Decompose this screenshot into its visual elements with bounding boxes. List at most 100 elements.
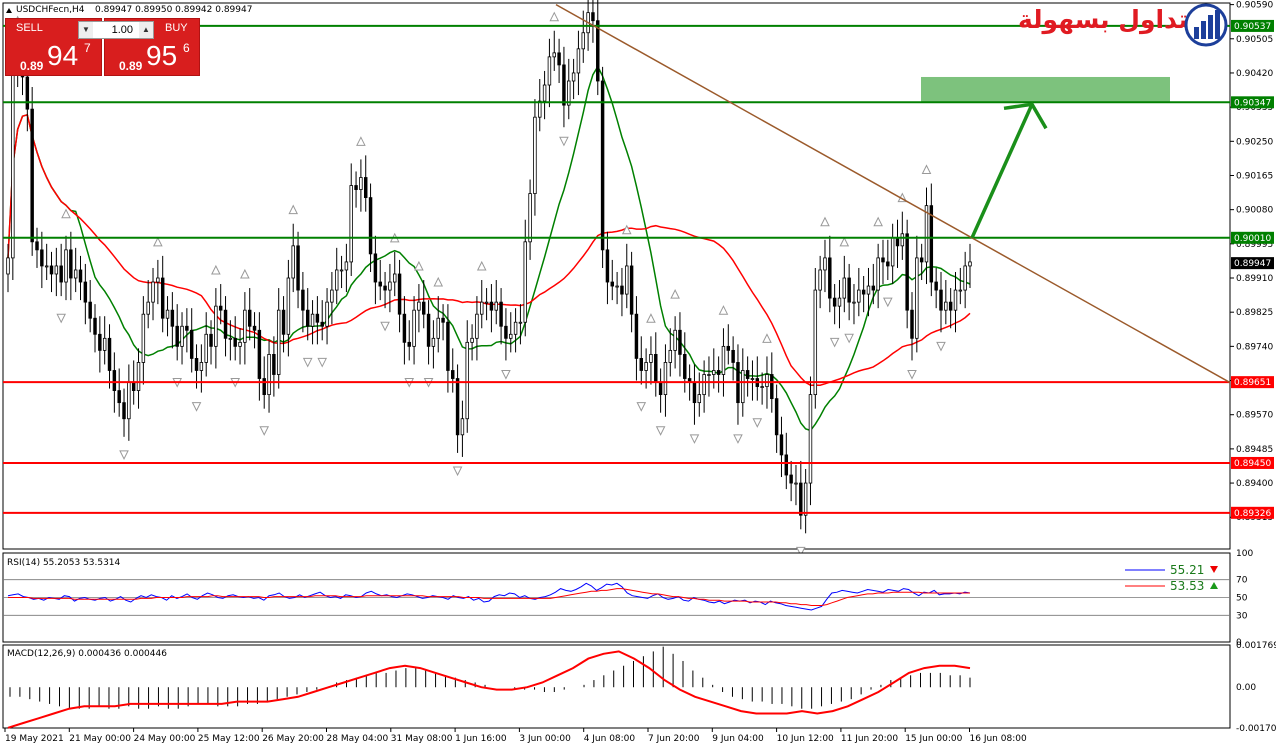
candle-bull (968, 261, 972, 267)
candle-bull (359, 177, 363, 190)
lot-increase-icon[interactable]: ▲ (139, 22, 153, 38)
candle-bear (692, 382, 697, 404)
candle-bear (596, 20, 600, 82)
candle-bull (344, 261, 349, 271)
macd-pane[interactable] (2, 644, 1231, 729)
level-price-tag-text: 0.89326 (1234, 509, 1271, 519)
fractal-up-marker (153, 236, 163, 247)
candle-bull (538, 100, 542, 118)
fractal-up-marker (414, 260, 424, 271)
fractal-down-marker (119, 450, 129, 461)
level-price-tag (1231, 456, 1274, 469)
candle-bear (779, 434, 784, 456)
candle-bear (605, 249, 610, 283)
candle-bear (363, 177, 368, 198)
candle-bull (412, 309, 416, 347)
candle-bear (378, 281, 382, 287)
candle-bull (900, 233, 905, 247)
time-axis-label: 9 Jun 04:00 (712, 734, 764, 744)
sell-price-prefix: 0.89 (20, 59, 44, 73)
target-zone-rect (921, 76, 1170, 103)
rsi-axis-label: 100 (1236, 549, 1253, 559)
candle-bear (881, 257, 885, 263)
fractal-down-marker (689, 434, 700, 444)
candle-bear (422, 301, 426, 315)
candle-bear (828, 257, 832, 299)
candle-bull (533, 116, 537, 194)
projection-arrow (970, 102, 1048, 239)
candle-bear (247, 309, 252, 327)
macd-axis-label: -0.001708 (1236, 724, 1276, 734)
level-price-tag-text: 0.89450 (1234, 459, 1271, 469)
candle-bear (122, 402, 126, 420)
candle-bull (276, 309, 281, 375)
candle-bear (107, 337, 112, 371)
candle-bull (460, 418, 465, 436)
fractal-up-marker (839, 236, 850, 247)
candle-bear (919, 257, 924, 263)
buy-price-big: 95 (146, 40, 178, 71)
buy-price-prefix: 0.89 (119, 59, 143, 73)
trendline[interactable] (555, 3, 1231, 384)
rsi-series-line (8, 588, 970, 606)
macd-title: MACD(12,26,9) 0.000436 0.000446 (7, 649, 167, 659)
candle-bull (963, 265, 967, 291)
candle-bull (291, 245, 295, 279)
candle-bull (818, 269, 822, 291)
fractal-down-marker (56, 313, 66, 324)
fractal-down-marker (259, 426, 270, 436)
fractal-up-marker (211, 264, 221, 275)
candle-bear (832, 297, 837, 307)
candle-bull (484, 301, 489, 304)
chart-symbol: USDCHFecn,H4 (16, 5, 85, 15)
fractal-up-marker (718, 305, 729, 315)
fractal-down-marker (795, 546, 806, 557)
candle-bull (349, 185, 353, 263)
lot-decrease-icon[interactable]: ▼ (79, 22, 93, 38)
fractal-down-marker (936, 341, 946, 352)
fractal-down-marker (452, 466, 463, 477)
candle-bull (475, 313, 479, 339)
time-axis-label: 31 May 08:00 (391, 734, 453, 744)
candle-bear (446, 321, 450, 371)
candle-bear (40, 249, 44, 267)
level-price-tag-text: 0.90347 (1234, 98, 1271, 108)
chart-ohlc: 0.89947 0.89950 0.89942 0.89947 (95, 5, 252, 15)
candle-bear (789, 474, 793, 484)
price-axis-label: 0.89740 (1236, 342, 1273, 352)
macd-signal-line (7, 650, 971, 729)
candle-bear (451, 370, 455, 379)
candle-bear (895, 237, 900, 247)
brand-logo-text: التداول بسهولة (1018, 5, 1207, 34)
price-axis-label: 0.89995 (1236, 240, 1273, 250)
candle-bull (567, 80, 571, 106)
candle-bear (383, 285, 387, 291)
sell-price-big: 94 (47, 40, 79, 71)
time-axis-label: 25 May 12:00 (198, 734, 260, 744)
candle-bull (702, 374, 706, 396)
candle-bear (218, 305, 223, 311)
macd-axis-label: 0.00 (1236, 683, 1256, 693)
candle-bear (745, 370, 750, 379)
candle-bull (509, 333, 513, 339)
candle-bear (489, 301, 494, 311)
level-price-tag-text: 0.90010 (1234, 234, 1271, 244)
candle-bull (765, 374, 769, 387)
candle-bear (591, 12, 595, 22)
time-axis-label: 3 Jun 00:00 (519, 734, 571, 744)
candle-bear (774, 398, 779, 436)
candle-bull (663, 362, 668, 396)
rsi-axis: 100 70 50 30 0 (1236, 549, 1253, 648)
candle-bear (233, 337, 237, 347)
time-axis-label: 7 Jun 20:00 (648, 734, 700, 744)
candle-bear (610, 281, 615, 287)
brand-logo: التداول بسهولة (1018, 3, 1228, 49)
chart-menu-triangle-icon[interactable] (6, 8, 12, 13)
candle-bear (315, 313, 320, 323)
price-axis-label: 0.89910 (1236, 274, 1273, 284)
buy-price-sup: 6 (183, 41, 190, 55)
candle-bull (581, 32, 585, 50)
horizontal-levels[interactable] (3, 24, 1230, 514)
lot-size-input[interactable]: ▼ 1.00 ▲ (78, 21, 154, 39)
